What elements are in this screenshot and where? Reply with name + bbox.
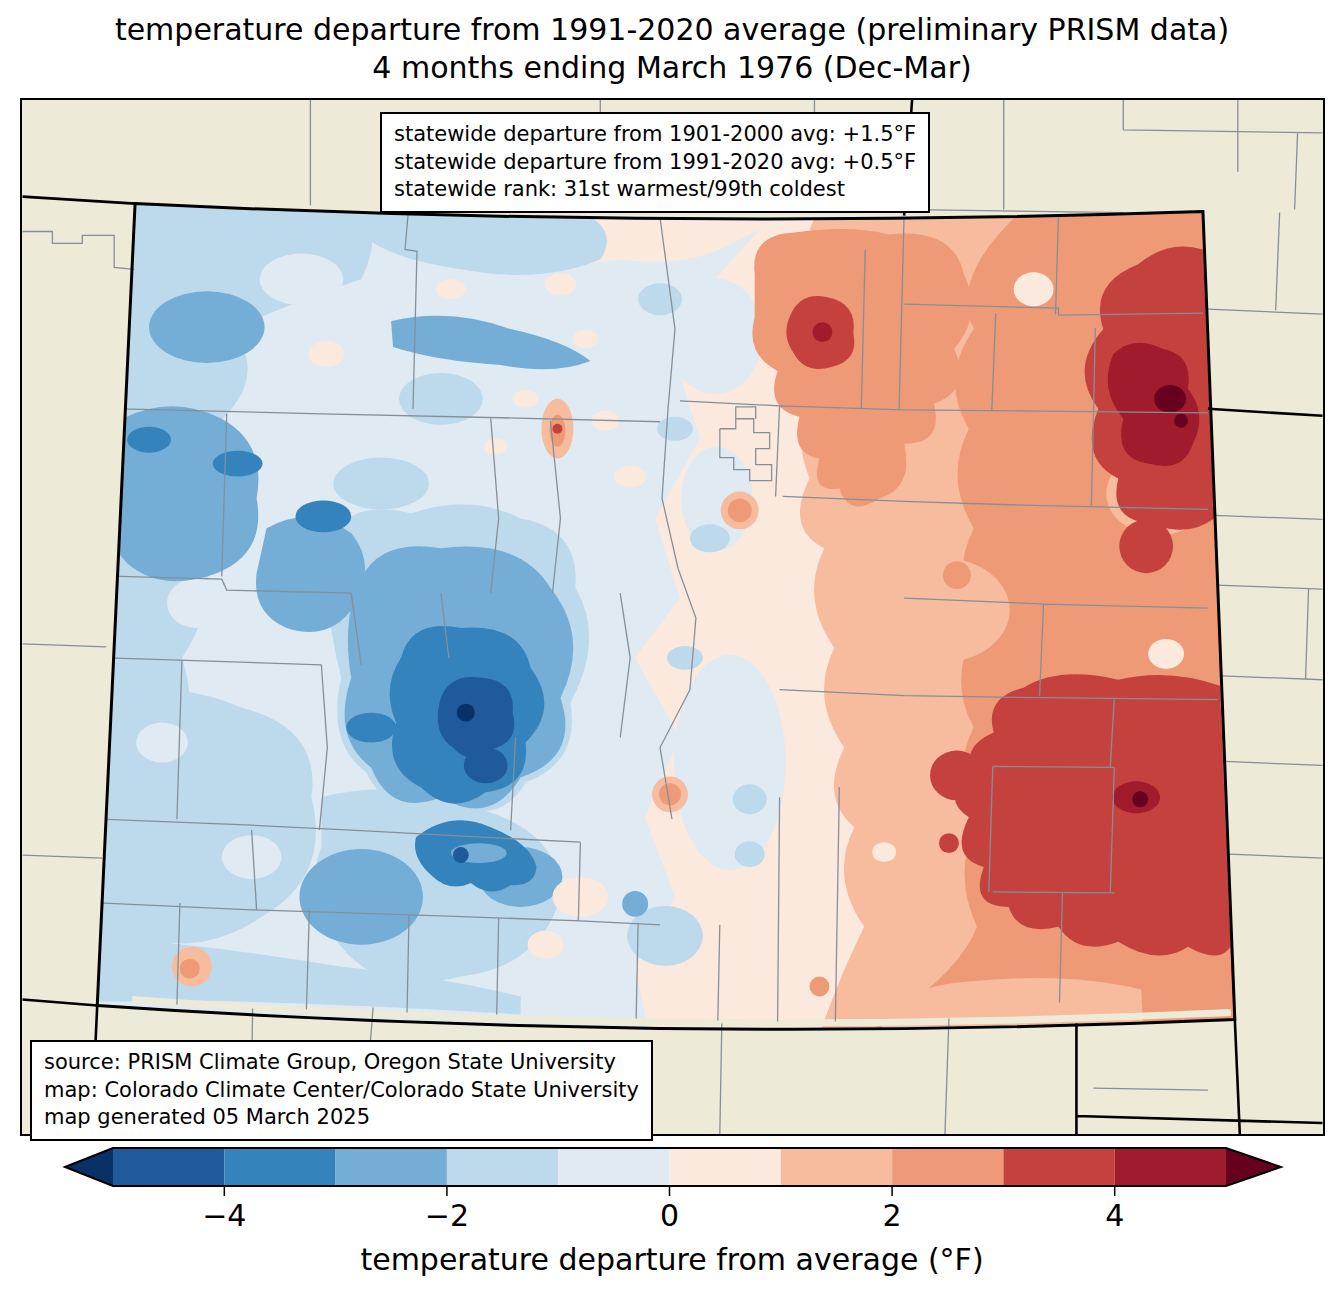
stats-line1: statewide departure from 1901-2000 avg: … (394, 121, 916, 149)
tick-label-neg4: −4 (202, 1198, 246, 1233)
tick-label-2: 2 (883, 1198, 902, 1233)
stats-line2: statewide departure from 1991-2020 avg: … (394, 149, 916, 177)
stats-box: statewide departure from 1901-2000 avg: … (380, 112, 930, 213)
stats-line3: statewide rank: 31st warmest/99th coldes… (394, 176, 916, 204)
source-line1: source: PRISM Climate Group, Oregon Stat… (44, 1049, 639, 1077)
figure: temperature departure from 1991-2020 ave… (0, 0, 1344, 1299)
tick-label-neg2: −2 (425, 1198, 469, 1233)
source-box: source: PRISM Climate Group, Oregon Stat… (30, 1040, 653, 1141)
colorbar-ticks (224, 1186, 1114, 1196)
tick-label-4: 4 (1105, 1198, 1124, 1233)
colorbar-tick-labels: −4 −2 0 2 4 (202, 1198, 1124, 1233)
tick-label-0: 0 (660, 1198, 679, 1233)
map-panel: statewide departure from 1901-2000 avg: … (20, 98, 1325, 1136)
chart-title: temperature departure from 1991-2020 ave… (0, 11, 1344, 87)
colorbar-axis-label: temperature departure from average (°F) (360, 1242, 983, 1277)
colorado-map (22, 100, 1323, 1134)
colorbar: −4 −2 0 2 4 temperature departure from a… (0, 1140, 1344, 1299)
source-line3: map generated 05 March 2025 (44, 1104, 639, 1132)
source-line2: map: Colorado Climate Center/Colorado St… (44, 1077, 639, 1105)
title-line2: 4 months ending March 1976 (Dec-Mar) (0, 49, 1344, 87)
contour-fill (23, 100, 1323, 1134)
title-line1: temperature departure from 1991-2020 ave… (0, 11, 1344, 49)
